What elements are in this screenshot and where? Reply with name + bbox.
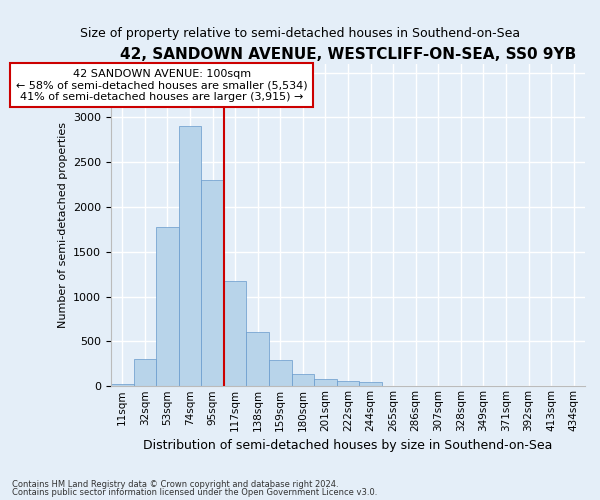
Bar [314,379,337,386]
Bar [156,227,179,386]
Text: Contains HM Land Registry data © Crown copyright and database right 2024.: Contains HM Land Registry data © Crown c… [12,480,338,489]
X-axis label: Distribution of semi-detached houses by size in Southend-on-Sea: Distribution of semi-detached houses by … [143,440,553,452]
Title: 42, SANDOWN AVENUE, WESTCLIFF-ON-SEA, SS0 9YB: 42, SANDOWN AVENUE, WESTCLIFF-ON-SEA, SS… [120,48,576,62]
Bar [359,382,382,386]
Bar [337,382,359,386]
Bar [292,374,314,386]
Bar [179,126,201,386]
Bar [247,332,269,386]
Text: Contains public sector information licensed under the Open Government Licence v3: Contains public sector information licen… [12,488,377,497]
Bar [201,180,224,386]
Text: Size of property relative to semi-detached houses in Southend-on-Sea: Size of property relative to semi-detach… [80,28,520,40]
Y-axis label: Number of semi-detached properties: Number of semi-detached properties [58,122,68,328]
Text: 42 SANDOWN AVENUE: 100sqm
← 58% of semi-detached houses are smaller (5,534)
41% : 42 SANDOWN AVENUE: 100sqm ← 58% of semi-… [16,68,308,102]
Bar [224,281,247,386]
Bar [134,359,156,386]
Bar [111,384,134,386]
Bar [269,360,292,386]
